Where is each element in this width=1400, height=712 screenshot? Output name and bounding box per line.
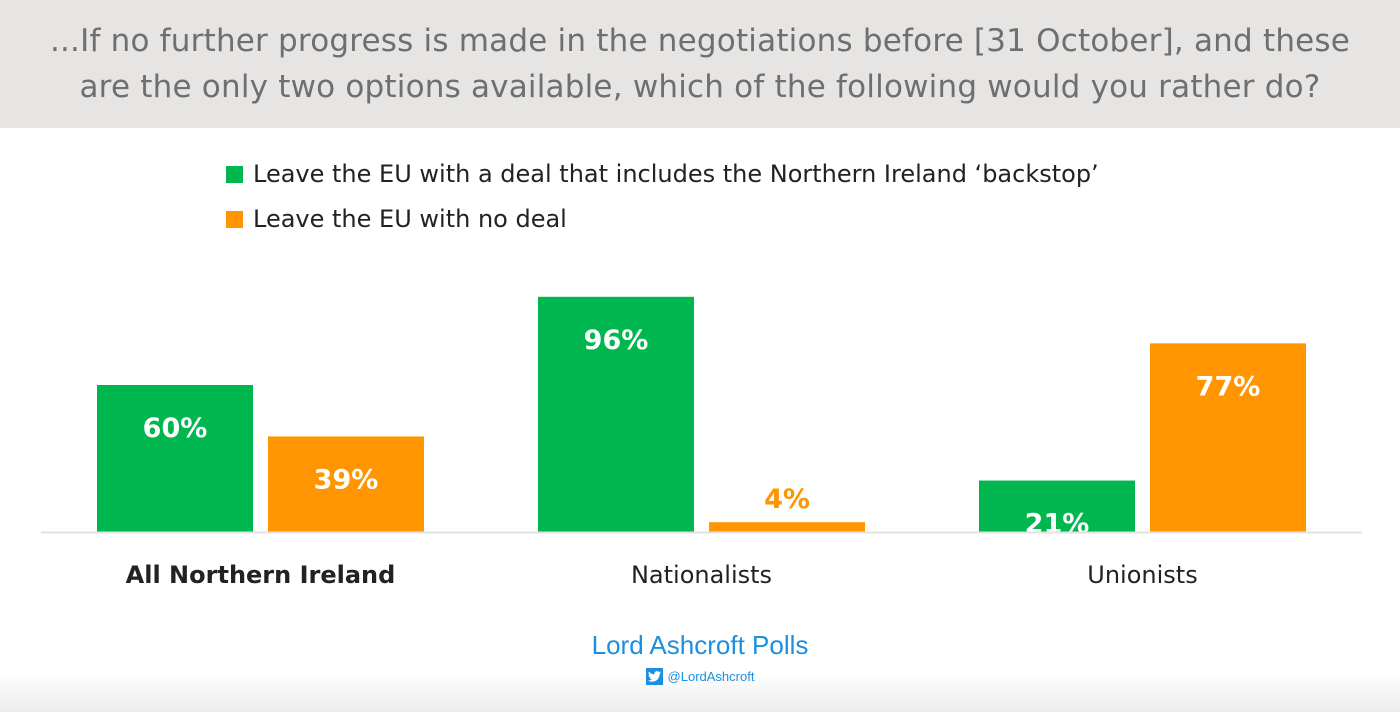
twitter-icon <box>645 668 663 685</box>
bar-no-deal-2 <box>1150 343 1306 532</box>
chart-title: ...If no further progress is made in the… <box>49 23 1351 105</box>
data-label: 4% <box>764 484 810 515</box>
data-label: 77% <box>1196 371 1261 402</box>
category-label: Unionists <box>1087 561 1197 589</box>
brand-name[interactable]: Lord Ashcroft Polls <box>591 630 809 660</box>
legend-label: Leave the EU with no deal <box>253 205 567 233</box>
data-label: 96% <box>584 325 649 356</box>
data-label: 60% <box>143 413 208 444</box>
data-label: 21% <box>1025 509 1090 540</box>
legend-label: Leave the EU with a deal that includes t… <box>253 160 1099 188</box>
twitter-handle[interactable]: @LordAshcroft <box>0 668 1400 685</box>
legend-item-no-deal: Leave the EU with no deal <box>226 205 567 233</box>
bar-no-deal-0 <box>268 436 424 532</box>
bar-deal-0 <box>97 385 253 532</box>
title-band: ...If no further progress is made in the… <box>0 0 1400 128</box>
legend-swatch-orange <box>226 210 243 228</box>
category-label: Nationalists <box>631 561 772 589</box>
bar-no-deal-1 <box>709 522 865 532</box>
handle-text: @LordAshcroft <box>667 669 755 684</box>
footer-shade <box>0 672 1400 712</box>
data-label: 39% <box>314 464 379 495</box>
bar-deal-2 <box>979 480 1135 532</box>
bar-deal-1 <box>538 296 694 532</box>
legend-swatch-green <box>226 165 243 183</box>
legend-item-deal: Leave the EU with a deal that includes t… <box>226 160 1099 188</box>
category-label: All Northern Ireland <box>126 561 396 589</box>
